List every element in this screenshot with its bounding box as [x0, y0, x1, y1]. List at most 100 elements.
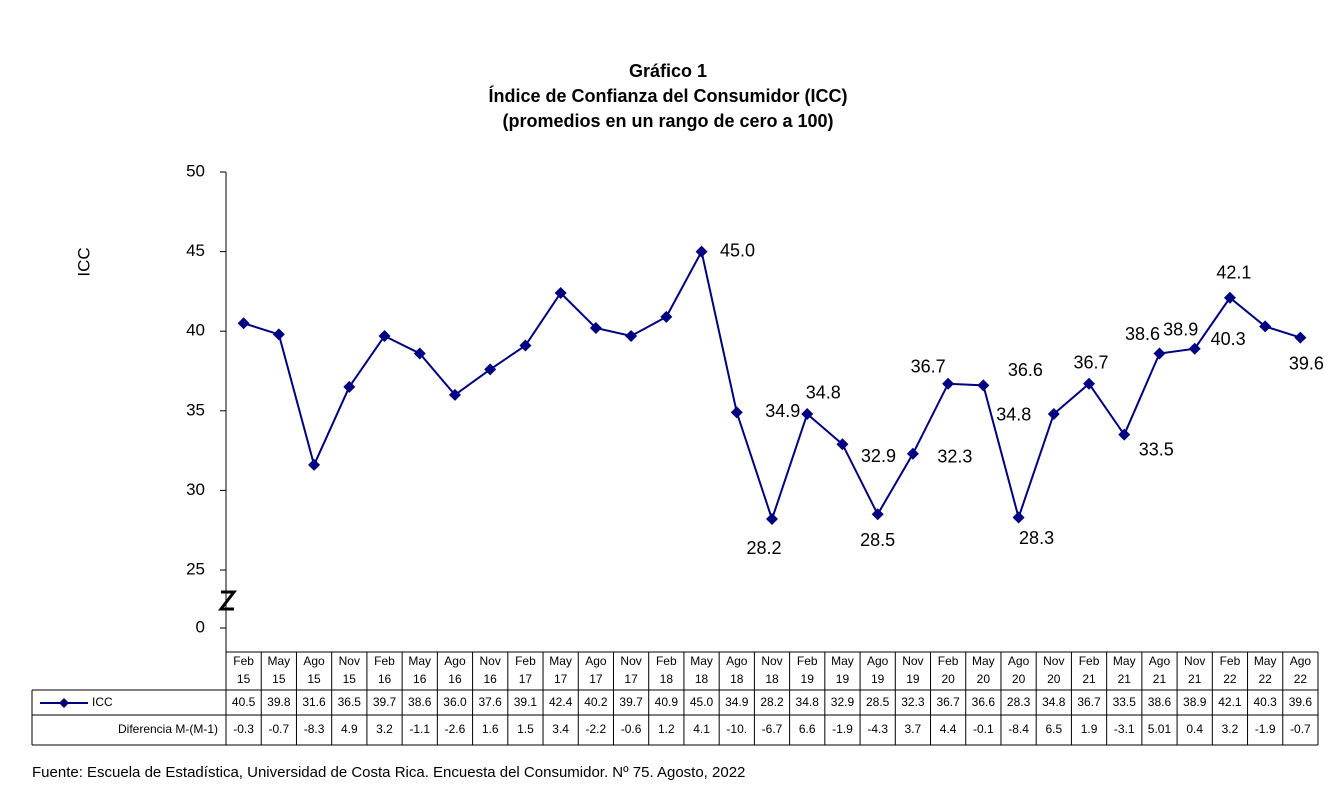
table-cell: 42.1: [1218, 695, 1242, 709]
table-cell: -8.3: [304, 722, 325, 736]
x-tick-label: 21: [1188, 672, 1202, 686]
y-tick-label: 25: [186, 559, 205, 578]
table-cell: 40.9: [655, 695, 679, 709]
table-cell: -2.6: [445, 722, 466, 736]
x-tick-label: 19: [906, 672, 920, 686]
data-point: [871, 508, 884, 521]
x-tick-label: 17: [519, 672, 533, 686]
x-tick-label: 16: [378, 672, 392, 686]
x-tick-label: 19: [836, 672, 850, 686]
table-cell: -1.1: [409, 722, 430, 736]
data-point: [237, 317, 250, 330]
table-cell: -0.7: [268, 722, 289, 736]
x-tick-label: Feb: [656, 654, 677, 668]
x-tick-label: 20: [1047, 672, 1061, 686]
x-tick-label: 17: [624, 672, 638, 686]
x-tick-label: 22: [1258, 672, 1272, 686]
data-point: [1188, 342, 1201, 355]
table-cell: 45.0: [690, 695, 714, 709]
x-tick-label: 19: [871, 672, 885, 686]
x-tick-label: Nov: [480, 654, 501, 668]
data-label: 38.9: [1163, 319, 1198, 339]
data-point: [942, 377, 955, 390]
x-tick-label: Feb: [938, 654, 959, 668]
source-note: Fuente: Escuela de Estadística, Universi…: [32, 764, 745, 781]
table-cell: 32.3: [901, 695, 925, 709]
table-cell: 31.6: [302, 695, 326, 709]
data-point: [1118, 428, 1131, 441]
x-tick-label: Nov: [902, 654, 923, 668]
table-cell: 4.4: [940, 722, 957, 736]
data-point: [343, 380, 356, 393]
data-point: [906, 447, 919, 460]
data-point: [801, 407, 814, 420]
x-tick-label: Feb: [374, 654, 395, 668]
table-cell: 36.6: [972, 695, 996, 709]
table-cell: -10.: [726, 722, 747, 736]
data-point: [1153, 347, 1166, 360]
x-tick-label: 20: [977, 672, 991, 686]
y-tick-label: 0: [196, 617, 205, 636]
x-tick-label: 15: [343, 672, 357, 686]
x-tick-label: Ago: [444, 654, 466, 668]
table-cell: 36.0: [443, 695, 467, 709]
data-point: [589, 322, 602, 335]
table-cell: 40.2: [584, 695, 608, 709]
x-tick-label: 20: [1012, 672, 1026, 686]
data-label: 40.3: [1211, 329, 1246, 349]
table-cell: 0.4: [1186, 722, 1203, 736]
series-line: [243, 248, 1301, 523]
table-cell: -1.9: [1255, 722, 1276, 736]
table-cell: 3.4: [552, 722, 569, 736]
x-tick-label: Ago: [1290, 654, 1312, 668]
table-cell: 6.5: [1045, 722, 1062, 736]
table-cell: 39.7: [373, 695, 397, 709]
data-label: 34.8: [806, 383, 841, 403]
data-label: 28.3: [1019, 528, 1054, 548]
data-point: [695, 245, 708, 258]
data-point: [730, 406, 743, 419]
legend-marker: [59, 698, 69, 708]
table-cell: 36.7: [1077, 695, 1101, 709]
data-label: 32.3: [937, 447, 972, 467]
table-cell: 36.7: [936, 695, 960, 709]
chart-title: Índice de Confianza del Consumidor (ICC): [488, 85, 847, 106]
table-cell: 1.2: [658, 722, 675, 736]
x-tick-label: 15: [307, 672, 321, 686]
table-cell: 5.01: [1148, 722, 1172, 736]
axis-break: [217, 590, 238, 611]
table-cell: -2.2: [586, 722, 607, 736]
x-tick-label: 22: [1223, 672, 1237, 686]
table-cell: -0.1: [973, 722, 994, 736]
y-tick-label: 30: [186, 480, 205, 499]
data-point: [272, 328, 285, 341]
table-cell: 38.9: [1183, 695, 1207, 709]
x-tick-label: Nov: [1184, 654, 1205, 668]
data-label: 42.1: [1216, 263, 1251, 283]
table-cell: 39.1: [514, 695, 538, 709]
x-tick-label: May: [972, 654, 995, 668]
table-cell: 3.2: [376, 722, 393, 736]
x-tick-label: 21: [1082, 672, 1096, 686]
table-cell: 28.3: [1007, 695, 1031, 709]
x-tick-label: May: [408, 654, 431, 668]
table-cell: 1.6: [482, 722, 499, 736]
table-cell: -8.4: [1008, 722, 1029, 736]
x-tick-label: Ago: [726, 654, 748, 668]
data-label: 34.9: [765, 401, 800, 421]
x-tick-label: 21: [1118, 672, 1132, 686]
x-tick-label: 19: [801, 672, 815, 686]
x-tick-label: Feb: [1220, 654, 1241, 668]
x-tick-label: 18: [695, 672, 709, 686]
data-point: [977, 379, 990, 392]
y-axis-label: ICC: [74, 247, 93, 276]
data-point: [378, 329, 391, 342]
x-tick-label: May: [268, 654, 291, 668]
x-tick-label: Nov: [620, 654, 641, 668]
data-label: 39.6: [1289, 353, 1324, 373]
table-cell: -0.7: [1290, 722, 1311, 736]
table-cell: -1.9: [832, 722, 853, 736]
x-tick-label: 20: [941, 672, 955, 686]
x-tick-label: Feb: [1079, 654, 1100, 668]
